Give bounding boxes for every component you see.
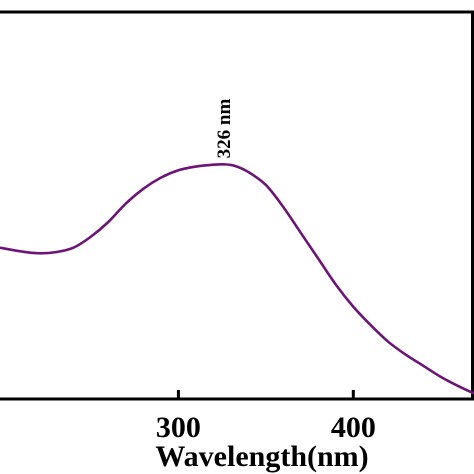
x-axis-ticks: 300 400 [156,390,376,444]
series-line-0 [0,162,474,395]
annotation-layer: 326 nm [214,98,235,158]
peak-annotation-0: 326 nm [214,98,235,158]
plot-frame [0,10,474,401]
series-layer [0,162,474,395]
x-tick-label-1: 400 [331,411,376,444]
x-tick-label-0: 300 [156,411,201,444]
x-axis-title: Wavelength(nm) [155,440,368,473]
